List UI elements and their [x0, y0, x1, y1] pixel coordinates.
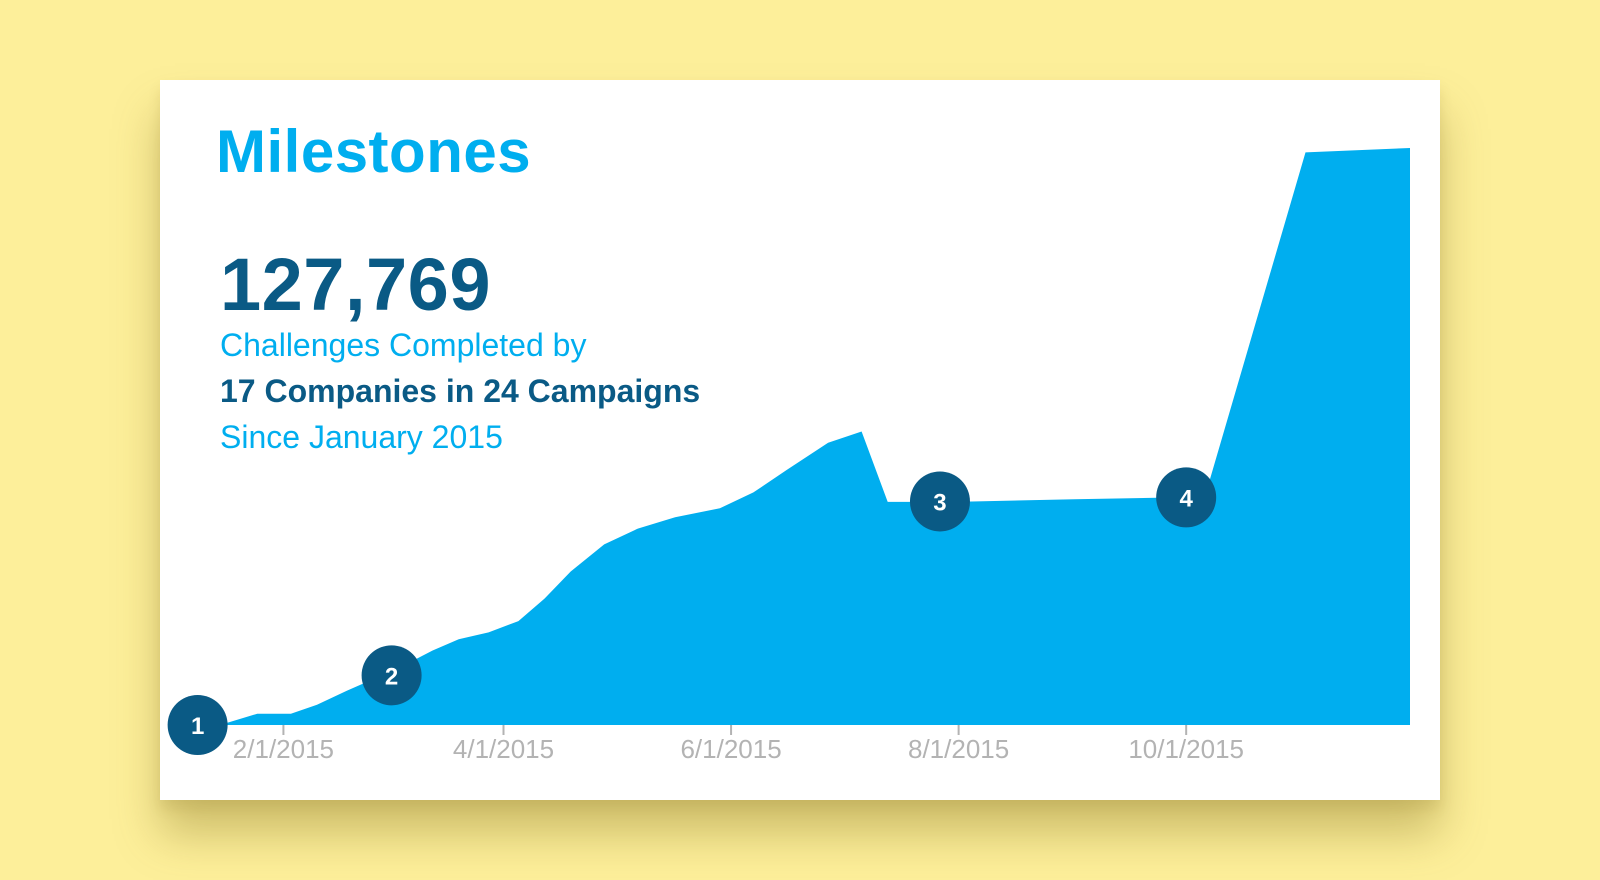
- stats-line-2: 17 Companies in 24 Campaigns: [220, 373, 701, 409]
- milestone-circle[interactable]: [361, 645, 422, 706]
- stats-block: 127,769 Challenges Completed by 17 Compa…: [220, 248, 700, 460]
- milestone-circle[interactable]: [167, 695, 228, 755]
- x-tick-label: 10/1/2015: [1128, 734, 1244, 764]
- chart-title: Milestones: [216, 118, 532, 185]
- milestone-marker[interactable]: 4: [1156, 467, 1217, 528]
- milestone-circle[interactable]: [909, 471, 970, 532]
- x-tick-label: 4/1/2015: [453, 734, 554, 764]
- milestone-marker[interactable]: 3: [909, 471, 970, 532]
- x-tick-label: 6/1/2015: [680, 734, 781, 764]
- milestones-card: 2/1/2015 4/1/2015 6/1/2015 8/1/2015 10/1/201…: [160, 80, 1440, 800]
- x-tick-label: 8/1/2015: [908, 734, 1009, 764]
- total-challenges: 127,769: [220, 243, 491, 326]
- milestone-label: 3: [933, 489, 946, 516]
- milestone-label: 1: [191, 713, 204, 740]
- x-axis-ticks: 2/1/2015 4/1/2015 6/1/2015 8/1/2015 10/1/201…: [233, 725, 1244, 764]
- milestone-markers: 1 2 3 4: [167, 467, 1217, 755]
- milestones-chart: 2/1/2015 4/1/2015 6/1/2015 8/1/2015 10/1/201…: [167, 148, 1410, 764]
- milestone-label: 2: [385, 663, 398, 690]
- stats-line-3: Since January 2015: [220, 419, 503, 455]
- milestone-marker[interactable]: 1: [167, 695, 228, 755]
- cumulative-area: [220, 148, 1410, 725]
- milestone-label: 4: [1179, 485, 1193, 512]
- milestone-marker[interactable]: 2: [361, 645, 422, 706]
- x-tick-label: 2/1/2015: [233, 734, 334, 764]
- milestone-circle[interactable]: [1156, 467, 1217, 528]
- stats-line-1: Challenges Completed by: [220, 327, 587, 363]
